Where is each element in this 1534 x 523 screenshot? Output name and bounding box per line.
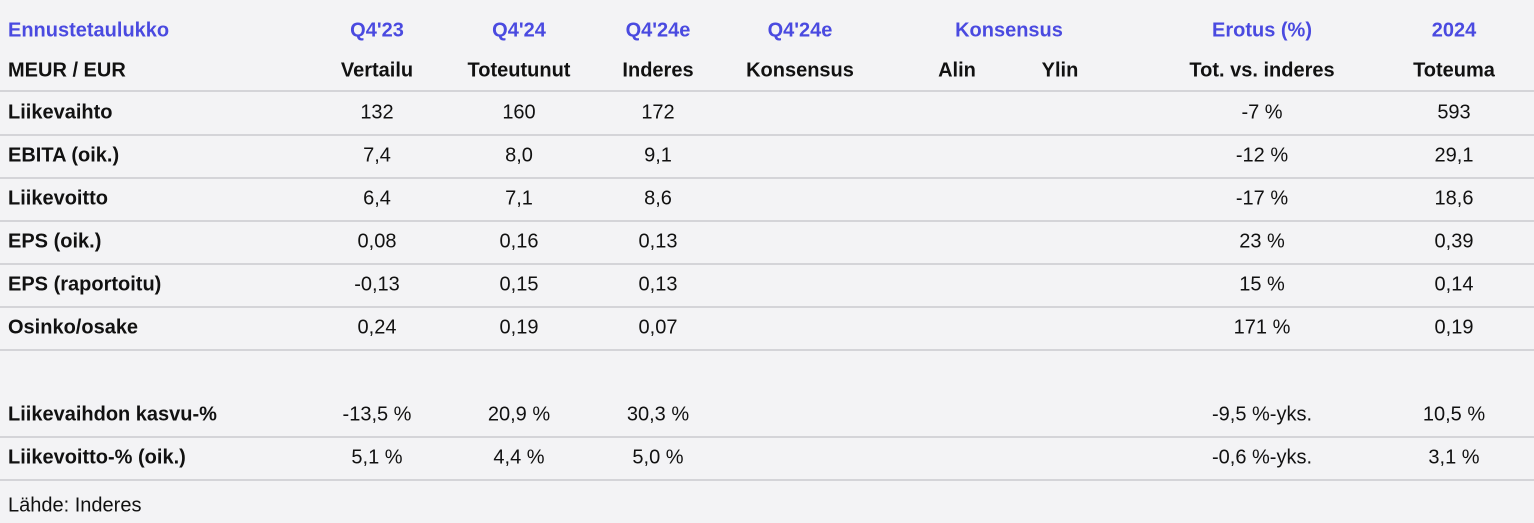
separator [0, 263, 1534, 265]
cell: -12 % [1235, 144, 1289, 167]
cell: -9,5 %-yks. [1211, 403, 1313, 426]
cell: 9,1 [644, 144, 672, 167]
header-cell: Ennustetaulukko [8, 19, 170, 42]
cell: 30,3 % [626, 403, 690, 426]
row-label: EBITA (oik.) [8, 144, 120, 167]
row-label: Liikevaihto [8, 101, 113, 124]
cell: 0,13 [638, 273, 678, 296]
cell: 6,4 [363, 187, 391, 210]
cell: 7,1 [505, 187, 533, 210]
separator [0, 479, 1534, 481]
header-cell: Q4'24e [767, 19, 833, 42]
source: Lähde: Inderes [8, 494, 142, 517]
row-label: Liikevoitto-% (oik.) [8, 446, 186, 469]
cell: 7,4 [363, 144, 391, 167]
cell: 8,6 [644, 187, 672, 210]
cell: 23 % [1239, 230, 1285, 253]
cell: 0,13 [638, 230, 678, 253]
separator [0, 134, 1534, 136]
cell: 0,16 [499, 230, 539, 253]
separator [0, 306, 1534, 308]
cell: 8,0 [505, 144, 533, 167]
row-label: Liikevoitto [8, 187, 109, 210]
cell: -7 % [1241, 101, 1283, 124]
header-cell: Q4'23 [350, 19, 404, 42]
header-cell: Q4'24 [492, 19, 546, 42]
cell: 172 [641, 101, 675, 124]
cell: 18,6 [1434, 187, 1474, 210]
cell: 593 [1437, 101, 1471, 124]
cell: 0,07 [638, 316, 678, 339]
cell: 3,1 % [1428, 446, 1480, 469]
cell: 20,9 % [487, 403, 551, 426]
row-label: EPS (raportoitu) [8, 273, 162, 296]
header-cell: Konsensus [955, 19, 1063, 42]
cell: -17 % [1235, 187, 1289, 210]
cell: -0,6 %-yks. [1211, 446, 1313, 469]
cell: 29,1 [1434, 144, 1474, 167]
header-cell: MEUR / EUR [8, 59, 126, 82]
cell: 10,5 % [1422, 403, 1486, 426]
header-cell: Inderes [622, 59, 694, 82]
header-cell: Erotus (%) [1212, 19, 1312, 42]
header-cell: Q4'24e [625, 19, 691, 42]
header-cell: Tot. vs. inderes [1189, 59, 1335, 82]
cell: 0,19 [499, 316, 539, 339]
cell: -0,13 [354, 273, 400, 296]
cell: 4,4 % [493, 446, 545, 469]
row-label: Liikevaihdon kasvu-% [8, 403, 217, 426]
row-label: EPS (oik.) [8, 230, 102, 253]
cell: 0,19 [1434, 316, 1474, 339]
separator [0, 90, 1534, 92]
cell: 0,39 [1434, 230, 1474, 253]
cell: -13,5 % [342, 403, 412, 426]
header-cell: Ylin [1041, 59, 1079, 82]
separator [0, 220, 1534, 222]
cell: 0,08 [357, 230, 397, 253]
row-label: Osinko/osake [8, 316, 139, 339]
cell: 0,14 [1434, 273, 1474, 296]
header-cell: Vertailu [340, 59, 414, 82]
separator [0, 177, 1534, 179]
header-cell: Konsensus [746, 59, 854, 82]
header-cell: Toteutunut [467, 59, 571, 82]
cell: 171 % [1233, 316, 1291, 339]
cell: 5,0 % [632, 446, 684, 469]
separator [0, 349, 1534, 351]
separator [0, 436, 1534, 438]
cell: 0,24 [357, 316, 397, 339]
header-cell: 2024 [1431, 19, 1477, 42]
cell: 132 [360, 101, 394, 124]
header-cell: Alin [938, 59, 976, 82]
header-cell: Toteuma [1413, 59, 1495, 82]
cell: 160 [502, 101, 536, 124]
cell: 5,1 % [351, 446, 403, 469]
cell: 0,15 [499, 273, 539, 296]
cell: 15 % [1239, 273, 1285, 296]
